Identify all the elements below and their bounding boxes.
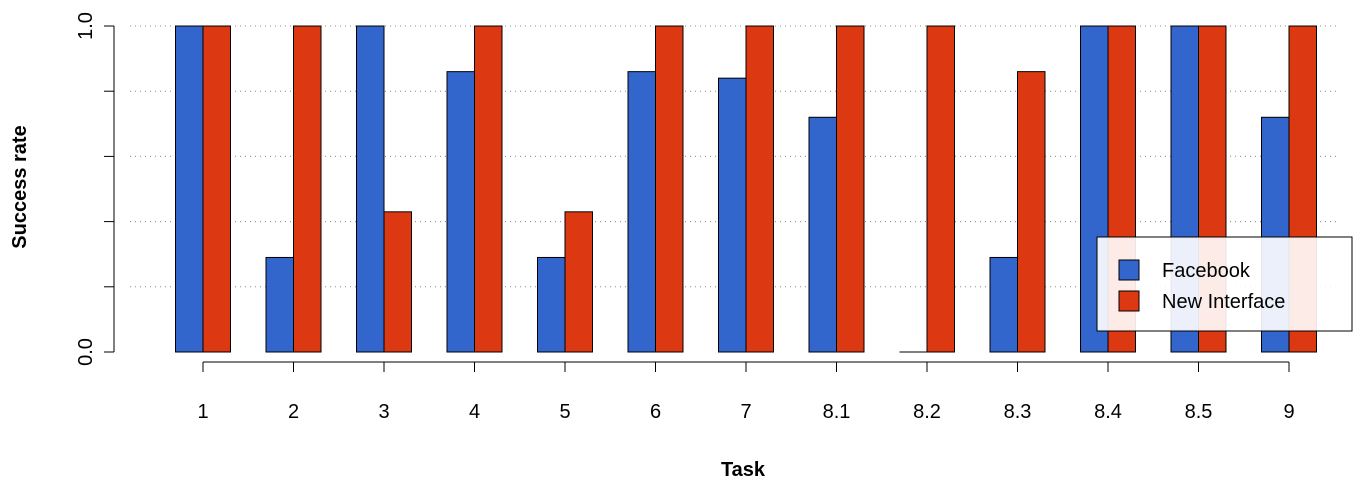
legend-swatch-facebook <box>1118 259 1140 281</box>
bar-new-interface-6 <box>655 25 684 353</box>
y-tick-label: 0.0 <box>75 338 97 366</box>
bar-facebook-8.3 <box>989 256 1018 353</box>
x-tick-label: 8.2 <box>913 401 941 423</box>
bar-new-interface-8.1 <box>836 25 865 353</box>
x-tick-label: 8.4 <box>1094 401 1122 423</box>
bar-facebook-5 <box>537 256 566 353</box>
x-tick-label: 5 <box>559 401 570 423</box>
bar-new-interface-8.2 <box>926 25 955 353</box>
bar-facebook-8.1 <box>808 116 837 353</box>
y-axis-title: Success rate <box>9 125 31 248</box>
x-tick-label: 3 <box>378 401 389 423</box>
x-tick-label: 8.5 <box>1185 401 1213 423</box>
y-axis: 0.0 1.0 <box>75 12 115 366</box>
bar-new-interface-2 <box>293 25 322 353</box>
bar-new-interface-5 <box>564 211 593 353</box>
legend-swatch-new-interface <box>1118 290 1140 312</box>
x-tick-label: 2 <box>288 401 299 423</box>
bar-facebook-6 <box>627 71 656 353</box>
legend-label-new-interface: New Interface <box>1162 291 1285 313</box>
legend-box <box>1096 236 1353 332</box>
bar-facebook-2 <box>265 256 294 353</box>
bar-facebook-8.4 <box>1080 25 1109 353</box>
x-tick-label: 9 <box>1283 401 1294 423</box>
x-tick-label: 6 <box>650 401 661 423</box>
bar-facebook-4 <box>446 71 475 353</box>
x-tick-label: 1 <box>197 401 208 423</box>
bar-new-interface-1 <box>202 25 231 353</box>
bar-facebook-7 <box>718 77 747 353</box>
bar-facebook-1 <box>175 25 204 353</box>
bar-new-interface-3 <box>383 211 412 353</box>
x-tick-label: 7 <box>740 401 751 423</box>
bar-new-interface-7 <box>745 25 774 353</box>
bar-new-interface-4 <box>474 25 503 353</box>
x-axis: 1 2 3 4 5 6 7 8.1 8.2 8.3 8.4 8.5 9 <box>197 361 1295 423</box>
bar-facebook-3 <box>356 25 385 353</box>
x-axis-title: Task <box>721 459 766 481</box>
y-tick-label: 1.0 <box>75 12 97 40</box>
legend-label-facebook: Facebook <box>1162 260 1251 282</box>
x-tick-label: 8.3 <box>1004 401 1032 423</box>
x-tick-label: 8.1 <box>823 401 851 423</box>
bar-new-interface-8.3 <box>1017 71 1046 353</box>
legend: Facebook New Interface <box>1096 236 1353 332</box>
x-tick-label: 4 <box>469 401 480 423</box>
